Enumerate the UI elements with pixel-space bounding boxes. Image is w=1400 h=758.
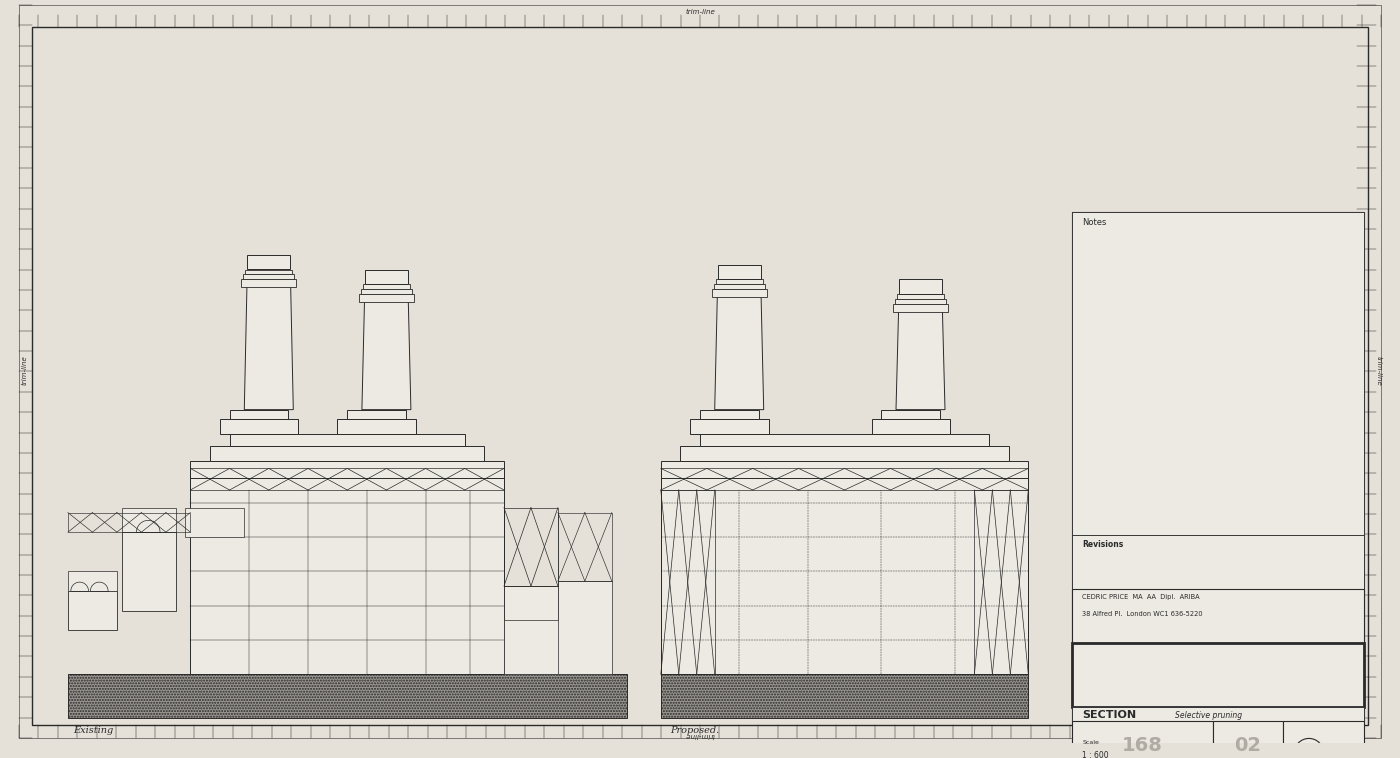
Bar xyxy=(122,508,175,532)
Bar xyxy=(715,279,763,284)
Text: CEDRIC PRICE  MA  AA  Dipl.  ARIBA: CEDRIC PRICE MA AA Dipl. ARIBA xyxy=(1082,594,1200,600)
Bar xyxy=(1212,722,1282,758)
Bar xyxy=(1072,643,1365,706)
Bar xyxy=(67,591,116,630)
Bar xyxy=(895,299,946,304)
Bar xyxy=(504,508,557,586)
Bar xyxy=(244,274,294,279)
Bar xyxy=(190,468,504,490)
Text: Notes: Notes xyxy=(1082,218,1106,227)
Bar xyxy=(365,270,407,284)
Bar xyxy=(230,434,465,446)
Text: Selective pruning: Selective pruning xyxy=(1175,710,1242,719)
Bar xyxy=(897,294,944,299)
Bar xyxy=(714,284,764,289)
Bar xyxy=(661,674,1029,719)
Bar xyxy=(974,490,1029,674)
Bar xyxy=(230,409,288,419)
Bar xyxy=(337,419,416,434)
Bar xyxy=(1253,736,1365,758)
Text: 38 Alfred Pl.  London WC1 636-5220: 38 Alfred Pl. London WC1 636-5220 xyxy=(1082,610,1203,616)
Bar xyxy=(557,581,612,674)
Bar xyxy=(718,265,760,279)
Text: trim-line: trim-line xyxy=(685,9,715,14)
Bar xyxy=(504,620,602,674)
Bar xyxy=(700,434,990,446)
Bar xyxy=(871,419,951,434)
Bar xyxy=(661,468,1029,490)
Bar xyxy=(361,289,412,294)
Bar xyxy=(1072,722,1212,758)
Bar xyxy=(190,461,504,478)
Text: Revisions: Revisions xyxy=(1082,540,1123,549)
Bar xyxy=(661,461,1029,478)
Bar xyxy=(67,512,190,532)
Text: 1 : 600: 1 : 600 xyxy=(1082,750,1109,758)
Bar xyxy=(67,572,116,591)
Polygon shape xyxy=(896,297,945,409)
Text: trim-line: trim-line xyxy=(1375,356,1382,385)
Polygon shape xyxy=(244,272,293,409)
Bar xyxy=(1072,706,1365,736)
Text: 168: 168 xyxy=(1121,736,1163,755)
Circle shape xyxy=(1294,738,1323,758)
Bar xyxy=(1072,535,1365,589)
Bar xyxy=(122,532,175,610)
Bar xyxy=(210,446,484,461)
Bar xyxy=(185,508,244,537)
Bar xyxy=(363,284,410,289)
Bar xyxy=(347,409,406,419)
Bar xyxy=(661,478,1029,674)
Bar xyxy=(1282,722,1365,758)
Bar xyxy=(241,279,297,287)
Bar xyxy=(882,409,941,419)
Bar xyxy=(661,490,715,674)
Text: 02: 02 xyxy=(1235,736,1261,755)
Bar xyxy=(245,270,293,274)
Bar xyxy=(248,255,290,270)
Bar xyxy=(899,279,942,294)
Bar xyxy=(190,478,504,674)
Bar xyxy=(711,289,767,297)
Text: Scale: Scale xyxy=(1082,740,1099,745)
Text: trim-line: trim-line xyxy=(22,356,28,385)
Bar xyxy=(1072,211,1365,535)
Text: Proposed.: Proposed. xyxy=(671,726,720,735)
Bar xyxy=(690,419,769,434)
Bar xyxy=(1072,736,1253,758)
Bar xyxy=(680,446,1009,461)
Polygon shape xyxy=(361,287,412,409)
Bar xyxy=(358,294,414,302)
Text: trim-line: trim-line xyxy=(685,732,715,738)
Text: Existing: Existing xyxy=(73,726,113,735)
Bar xyxy=(220,419,298,434)
Bar xyxy=(700,409,759,419)
Text: SECTION: SECTION xyxy=(1082,710,1137,721)
Bar xyxy=(557,512,612,581)
Bar xyxy=(504,586,557,674)
Bar xyxy=(893,304,948,312)
Bar xyxy=(1072,589,1365,643)
Polygon shape xyxy=(715,282,764,409)
Bar xyxy=(1072,211,1365,722)
Bar xyxy=(67,674,627,719)
